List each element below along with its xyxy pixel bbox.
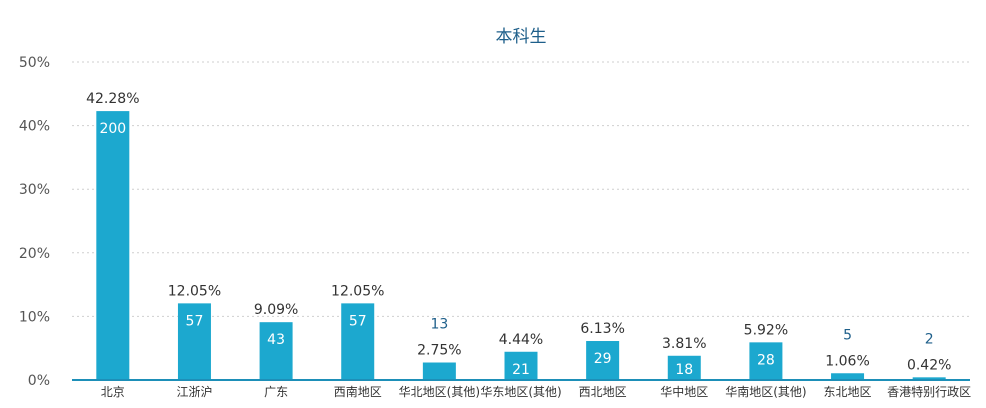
percent-label: 6.13% [580, 321, 624, 337]
count-label: 5 [843, 327, 852, 343]
grid-lines [72, 61, 970, 317]
count-label: 2 [925, 331, 934, 347]
percent-label: 42.28% [86, 91, 139, 107]
bar [341, 303, 375, 380]
percent-label: 2.75% [417, 343, 461, 359]
count-label: 200 [99, 121, 126, 137]
count-label: 28 [757, 352, 775, 368]
y-tick-label: 10% [19, 309, 50, 325]
x-tick-label: 江浙沪 [176, 385, 212, 399]
bar [504, 351, 538, 380]
percent-label: 0.42% [907, 357, 951, 373]
y-tick-label: 40% [19, 119, 50, 135]
bar [422, 362, 456, 380]
count-label: 13 [430, 317, 448, 333]
percent-label: 9.09% [254, 302, 298, 318]
y-tick-label: 50% [19, 55, 50, 71]
bars: 42.28% 200 12.05% 57 9.09% 43 12.05% 57 2.75% 13 4… [86, 91, 951, 381]
count-label: 21 [512, 362, 530, 378]
bar [912, 377, 946, 380]
percent-label: 12.05% [331, 283, 384, 299]
x-tick-label: 华南地区(其他) [725, 384, 806, 399]
bar [749, 342, 783, 380]
x-tick-label: 东北地区 [824, 385, 872, 399]
count-label: 57 [186, 313, 204, 329]
bar [177, 303, 211, 380]
percent-label: 1.06% [825, 353, 869, 369]
count-label: 57 [349, 313, 367, 329]
y-tick-label: 20% [19, 246, 50, 262]
count-label: 29 [594, 351, 612, 367]
y-tick-label: 0% [28, 373, 50, 389]
count-label: 18 [675, 362, 693, 378]
chart-title: 本科生 [496, 27, 547, 47]
y-tick-label: 30% [19, 182, 50, 198]
count-label: 43 [267, 332, 285, 348]
percent-label: 3.81% [662, 336, 706, 352]
x-tick-label: 西南地区 [334, 384, 382, 399]
x-tick-label: 香港特别行政区 [887, 384, 971, 399]
x-tick-label: 华东地区(其他) [480, 385, 561, 399]
x-tick-label: 华北地区(其他) [399, 385, 480, 399]
x-tick-label: 北京 [101, 385, 125, 399]
y-axis-ticks: 0% 10% 20% 30% 40% 50% [19, 55, 50, 389]
bar [96, 111, 130, 381]
bar [586, 341, 620, 380]
x-tick-label: 华中地区 [660, 384, 708, 399]
bar [259, 322, 293, 380]
x-tick-label: 广东 [264, 385, 288, 399]
percent-label: 4.44% [499, 332, 543, 348]
bar [831, 373, 865, 380]
percent-label: 12.05% [168, 283, 221, 299]
bar [667, 355, 701, 380]
percent-label: 5.92% [744, 322, 788, 338]
x-axis-ticks: 北京 江浙沪 广东 西南地区 华北地区(其他) 华东地区(其他) 西北地区 华中地区 华南地区(… [101, 384, 971, 399]
x-tick-label: 西北地区 [579, 385, 627, 399]
